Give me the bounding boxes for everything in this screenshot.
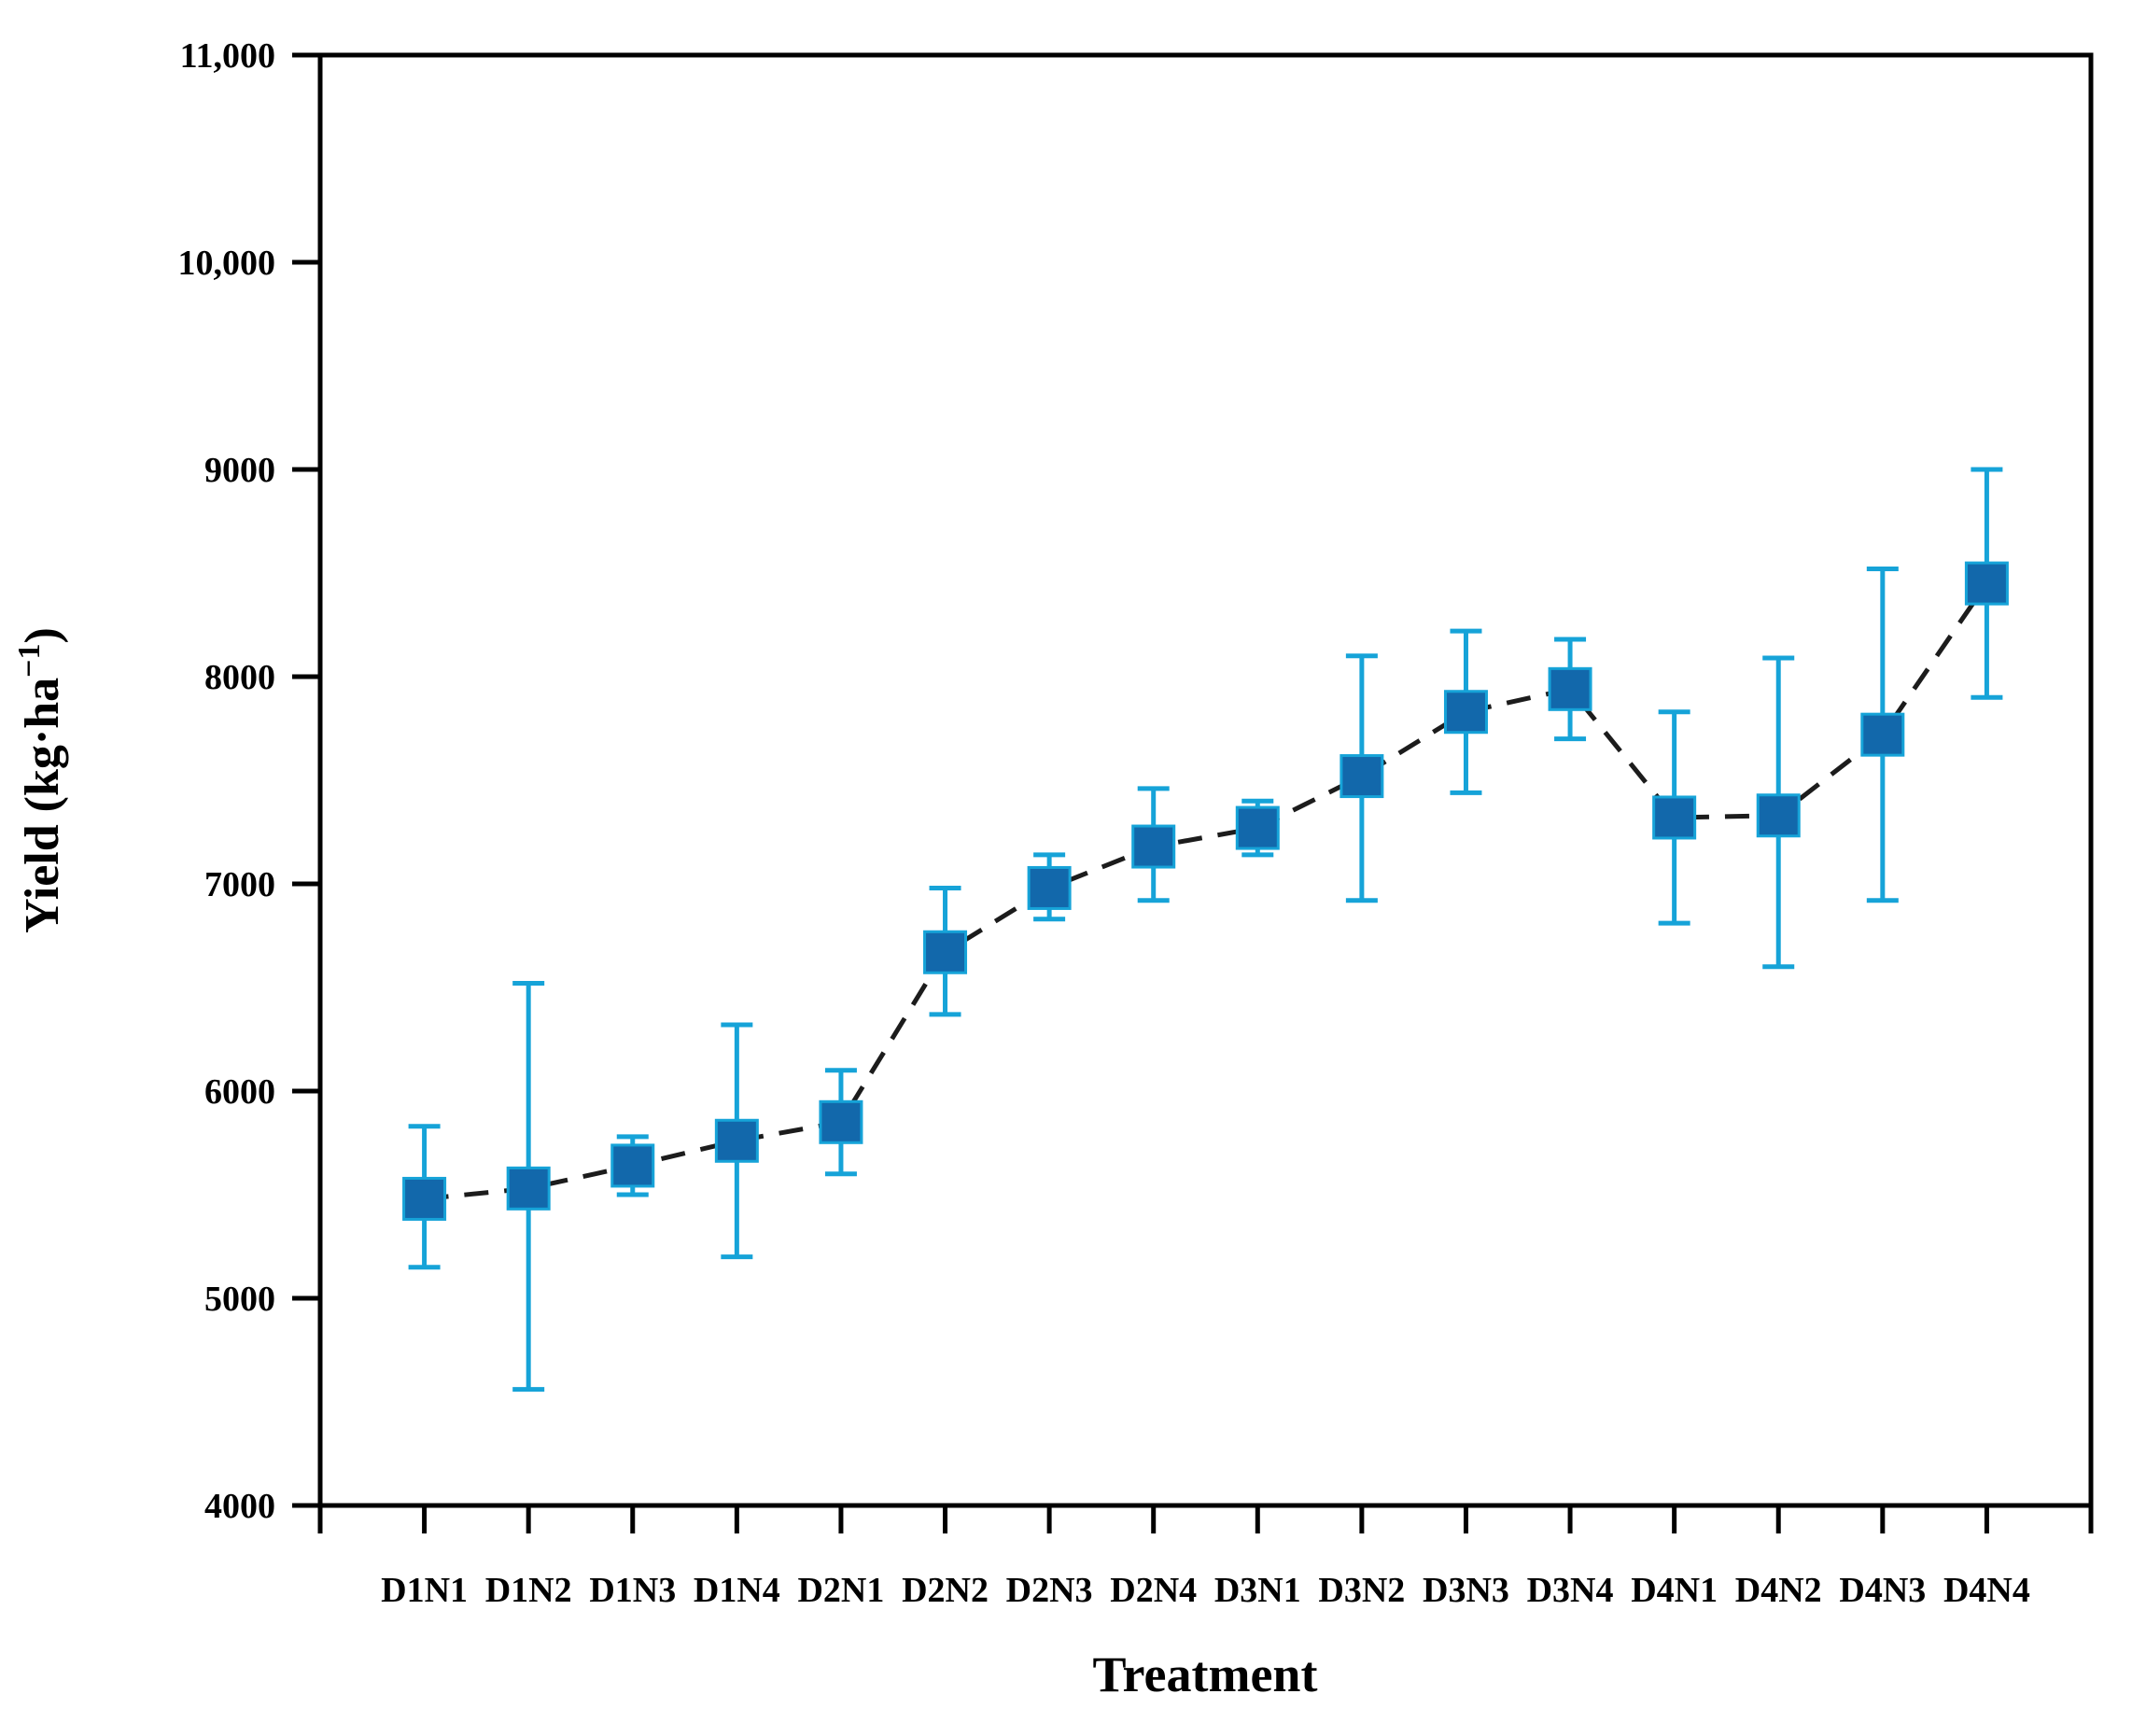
y-tick-label: 6000 bbox=[204, 1072, 275, 1112]
x-tick-label: D3N1 bbox=[1214, 1571, 1301, 1610]
x-tick-label: D3N2 bbox=[1318, 1571, 1405, 1610]
data-point-D4N4 bbox=[1964, 561, 2009, 606]
data-point-D3N1 bbox=[1235, 805, 1280, 850]
x-tick-label: D4N3 bbox=[1839, 1571, 1926, 1610]
y-tick-label: 5000 bbox=[204, 1280, 275, 1319]
axis-ticks-group bbox=[292, 52, 2094, 1533]
x-tick-label: D3N4 bbox=[1527, 1571, 1614, 1610]
data-point-D1N4 bbox=[714, 1118, 759, 1163]
data-point-D2N1 bbox=[819, 1099, 863, 1144]
x-tick-label: D4N1 bbox=[1631, 1571, 1718, 1610]
error-bars-group bbox=[408, 467, 2003, 1393]
x-tick-label: D2N3 bbox=[1006, 1571, 1093, 1610]
y-axis-title: Yield (kg·ha−1) bbox=[12, 627, 69, 933]
x-tick-label: D4N2 bbox=[1735, 1571, 1822, 1610]
x-tick-label: D2N1 bbox=[797, 1571, 884, 1610]
data-point-D4N3 bbox=[1860, 712, 1905, 757]
x-tick-label: D2N2 bbox=[902, 1571, 989, 1610]
x-tick-label: D1N1 bbox=[381, 1571, 468, 1610]
x-tick-label: D3N3 bbox=[1423, 1571, 1509, 1610]
data-point-D4N1 bbox=[1652, 795, 1697, 840]
x-tick-label: D2N4 bbox=[1110, 1571, 1197, 1610]
x-axis-title: Treatment bbox=[1093, 1646, 1318, 1702]
trend-line bbox=[424, 581, 1989, 1201]
data-point-D2N3 bbox=[1027, 865, 1072, 910]
y-tick-label: 8000 bbox=[204, 658, 275, 697]
data-point-D1N1 bbox=[402, 1176, 447, 1221]
y-tick-label: 9000 bbox=[204, 451, 275, 490]
tick-labels-group: 4000 5000 6000 7000 8000 9000 10,000 11,000 D1N1… bbox=[178, 36, 2030, 1610]
data-point-D4N2 bbox=[1756, 793, 1801, 838]
data-point-D1N2 bbox=[506, 1166, 551, 1211]
plot-frame bbox=[317, 52, 2094, 1508]
x-tick-label: D4N4 bbox=[1943, 1571, 2030, 1610]
data-point-D3N4 bbox=[1548, 666, 1592, 711]
x-tick-label: D1N4 bbox=[694, 1571, 780, 1610]
data-point-D1N3 bbox=[610, 1143, 655, 1188]
data-point-D3N3 bbox=[1443, 690, 1488, 735]
data-point-D3N2 bbox=[1340, 754, 1384, 799]
y-tick-label: 11,000 bbox=[180, 36, 275, 76]
data-point-D2N2 bbox=[923, 930, 968, 974]
x-tick-label: D1N2 bbox=[485, 1571, 572, 1610]
data-points-group bbox=[402, 561, 2009, 1221]
plot-frame-group bbox=[317, 52, 2094, 1508]
x-tick-label: D1N3 bbox=[589, 1571, 676, 1610]
y-tick-label: 7000 bbox=[204, 865, 275, 904]
trend-line-group bbox=[424, 581, 1989, 1201]
y-tick-label: 10,000 bbox=[178, 244, 276, 283]
y-tick-label: 4000 bbox=[204, 1487, 275, 1526]
data-point-D2N4 bbox=[1131, 824, 1176, 869]
